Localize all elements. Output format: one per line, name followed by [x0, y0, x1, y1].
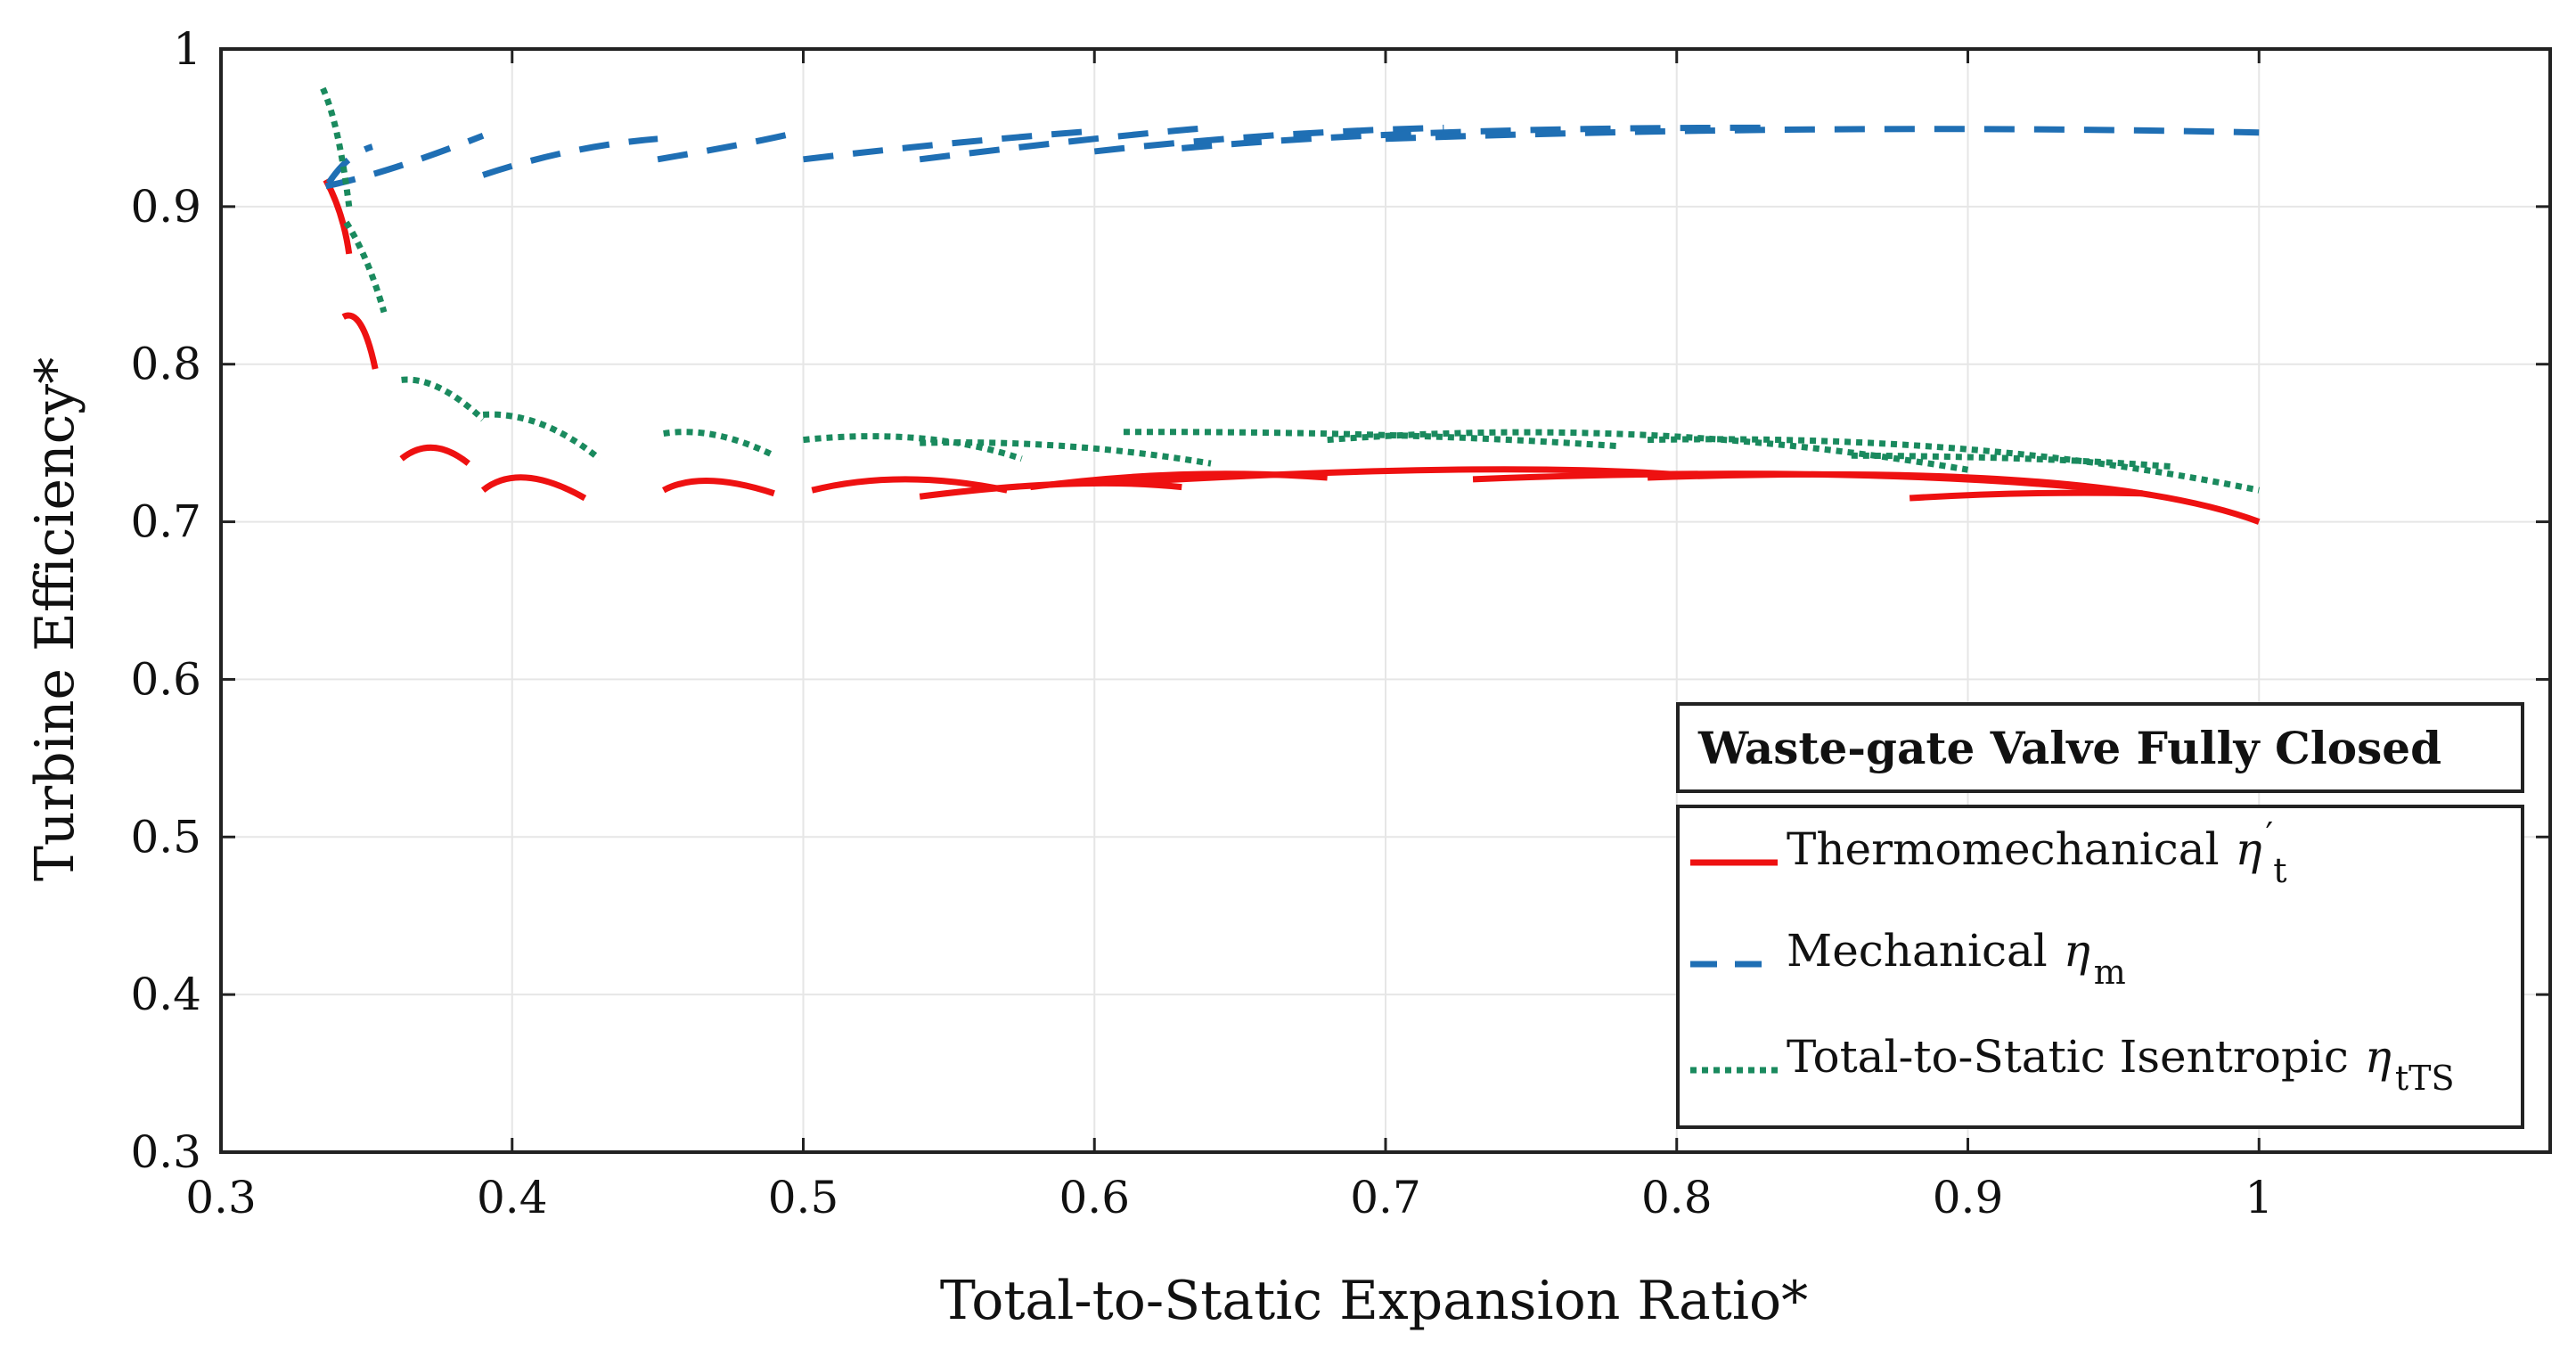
series-curve [1123, 466, 1677, 486]
legend: Thermomechanical η ′ t Mechanical η m To… [1676, 805, 2524, 1129]
x-tick-label: 0.9 [1933, 1172, 2004, 1223]
series-curve [482, 411, 601, 462]
tick-marks [219, 47, 2550, 1154]
series-curve [480, 474, 587, 502]
series-thermomechanical [323, 178, 2261, 525]
y-tick-label: 0.8 [130, 339, 201, 390]
legend-label-thermomechanical: Thermomechanical η ′ t [1787, 815, 2286, 890]
series-curve [919, 124, 1212, 163]
legend-frame [1676, 805, 2524, 1129]
series-mechanical [324, 124, 2260, 190]
series-curve [325, 143, 373, 185]
series-curve [481, 135, 658, 178]
y-tick-label: 0.4 [130, 969, 201, 1020]
series-curve [1648, 436, 2260, 494]
series-curve [1909, 489, 2143, 502]
y-tick-label: 0.5 [130, 811, 201, 863]
legend-title-frame [1676, 702, 2524, 793]
x-tick-label: 0.4 [477, 1172, 548, 1223]
y-axis-title: Turbine Efficiency* [24, 357, 86, 881]
legend-entry-isentropic: Total-to-Static Isentropic η tTS [1690, 1031, 2455, 1098]
series-curve [811, 476, 1008, 494]
legend-title-box: Waste-gate Valve Fully Closed [1676, 702, 2524, 793]
series-curve [920, 439, 1212, 467]
legend-label-mechanical: Mechanical η m [1787, 925, 2126, 992]
series-curve [324, 133, 485, 190]
series-curve [663, 429, 776, 459]
y-tick-label: 0.9 [130, 181, 201, 233]
series-curve [661, 478, 775, 497]
legend-label-isentropic: Total-to-Static Isentropic η tTS [1787, 1031, 2455, 1098]
series-curve [343, 220, 388, 314]
series-curve [341, 312, 379, 370]
x-tick-label: 0.5 [768, 1172, 839, 1223]
series-layer [320, 86, 2261, 525]
series-curve [657, 127, 805, 163]
y-tick-label: 0.7 [130, 496, 201, 548]
series-curve [399, 444, 470, 466]
series-curve [401, 376, 486, 422]
x-axis-title: Total-to-Static Expansion Ratio* [940, 1270, 1808, 1332]
x-tick-label: 0.6 [1059, 1172, 1130, 1223]
series-curve [1851, 452, 2172, 470]
x-tick-label: 0.7 [1350, 1172, 1421, 1223]
x-tick-label: 0.8 [1641, 1172, 1713, 1223]
series-curve [1123, 429, 1619, 450]
y-tick-label: 0.3 [130, 1126, 201, 1178]
legend-entry-thermomechanical: Thermomechanical η ′ t [1690, 815, 2286, 890]
legend-entry-mechanical: Mechanical η m [1690, 925, 2126, 992]
series-curve [1647, 470, 2261, 525]
series-curve [803, 127, 1095, 163]
x-tick-label: 1 [2245, 1172, 2273, 1223]
x-tick-label: 0.3 [185, 1172, 257, 1223]
y-tick-labels: 0.3 0.4 0.5 0.6 0.7 0.8 0.9 1 [130, 23, 201, 1178]
y-tick-label: 0.6 [130, 653, 201, 705]
x-tick-labels: 0.3 0.4 0.5 0.6 0.7 0.8 0.9 1 [185, 1172, 2273, 1223]
series-curve [320, 86, 353, 208]
y-tick-label: 1 [173, 23, 201, 75]
series-curve [803, 433, 1023, 462]
series-isentropic [320, 86, 2260, 494]
series-curve [1093, 124, 1444, 155]
series-curve [1385, 126, 2260, 143]
series-curve [1181, 124, 1764, 151]
legend-title: Waste-gate Valve Fully Closed [1697, 722, 2441, 774]
